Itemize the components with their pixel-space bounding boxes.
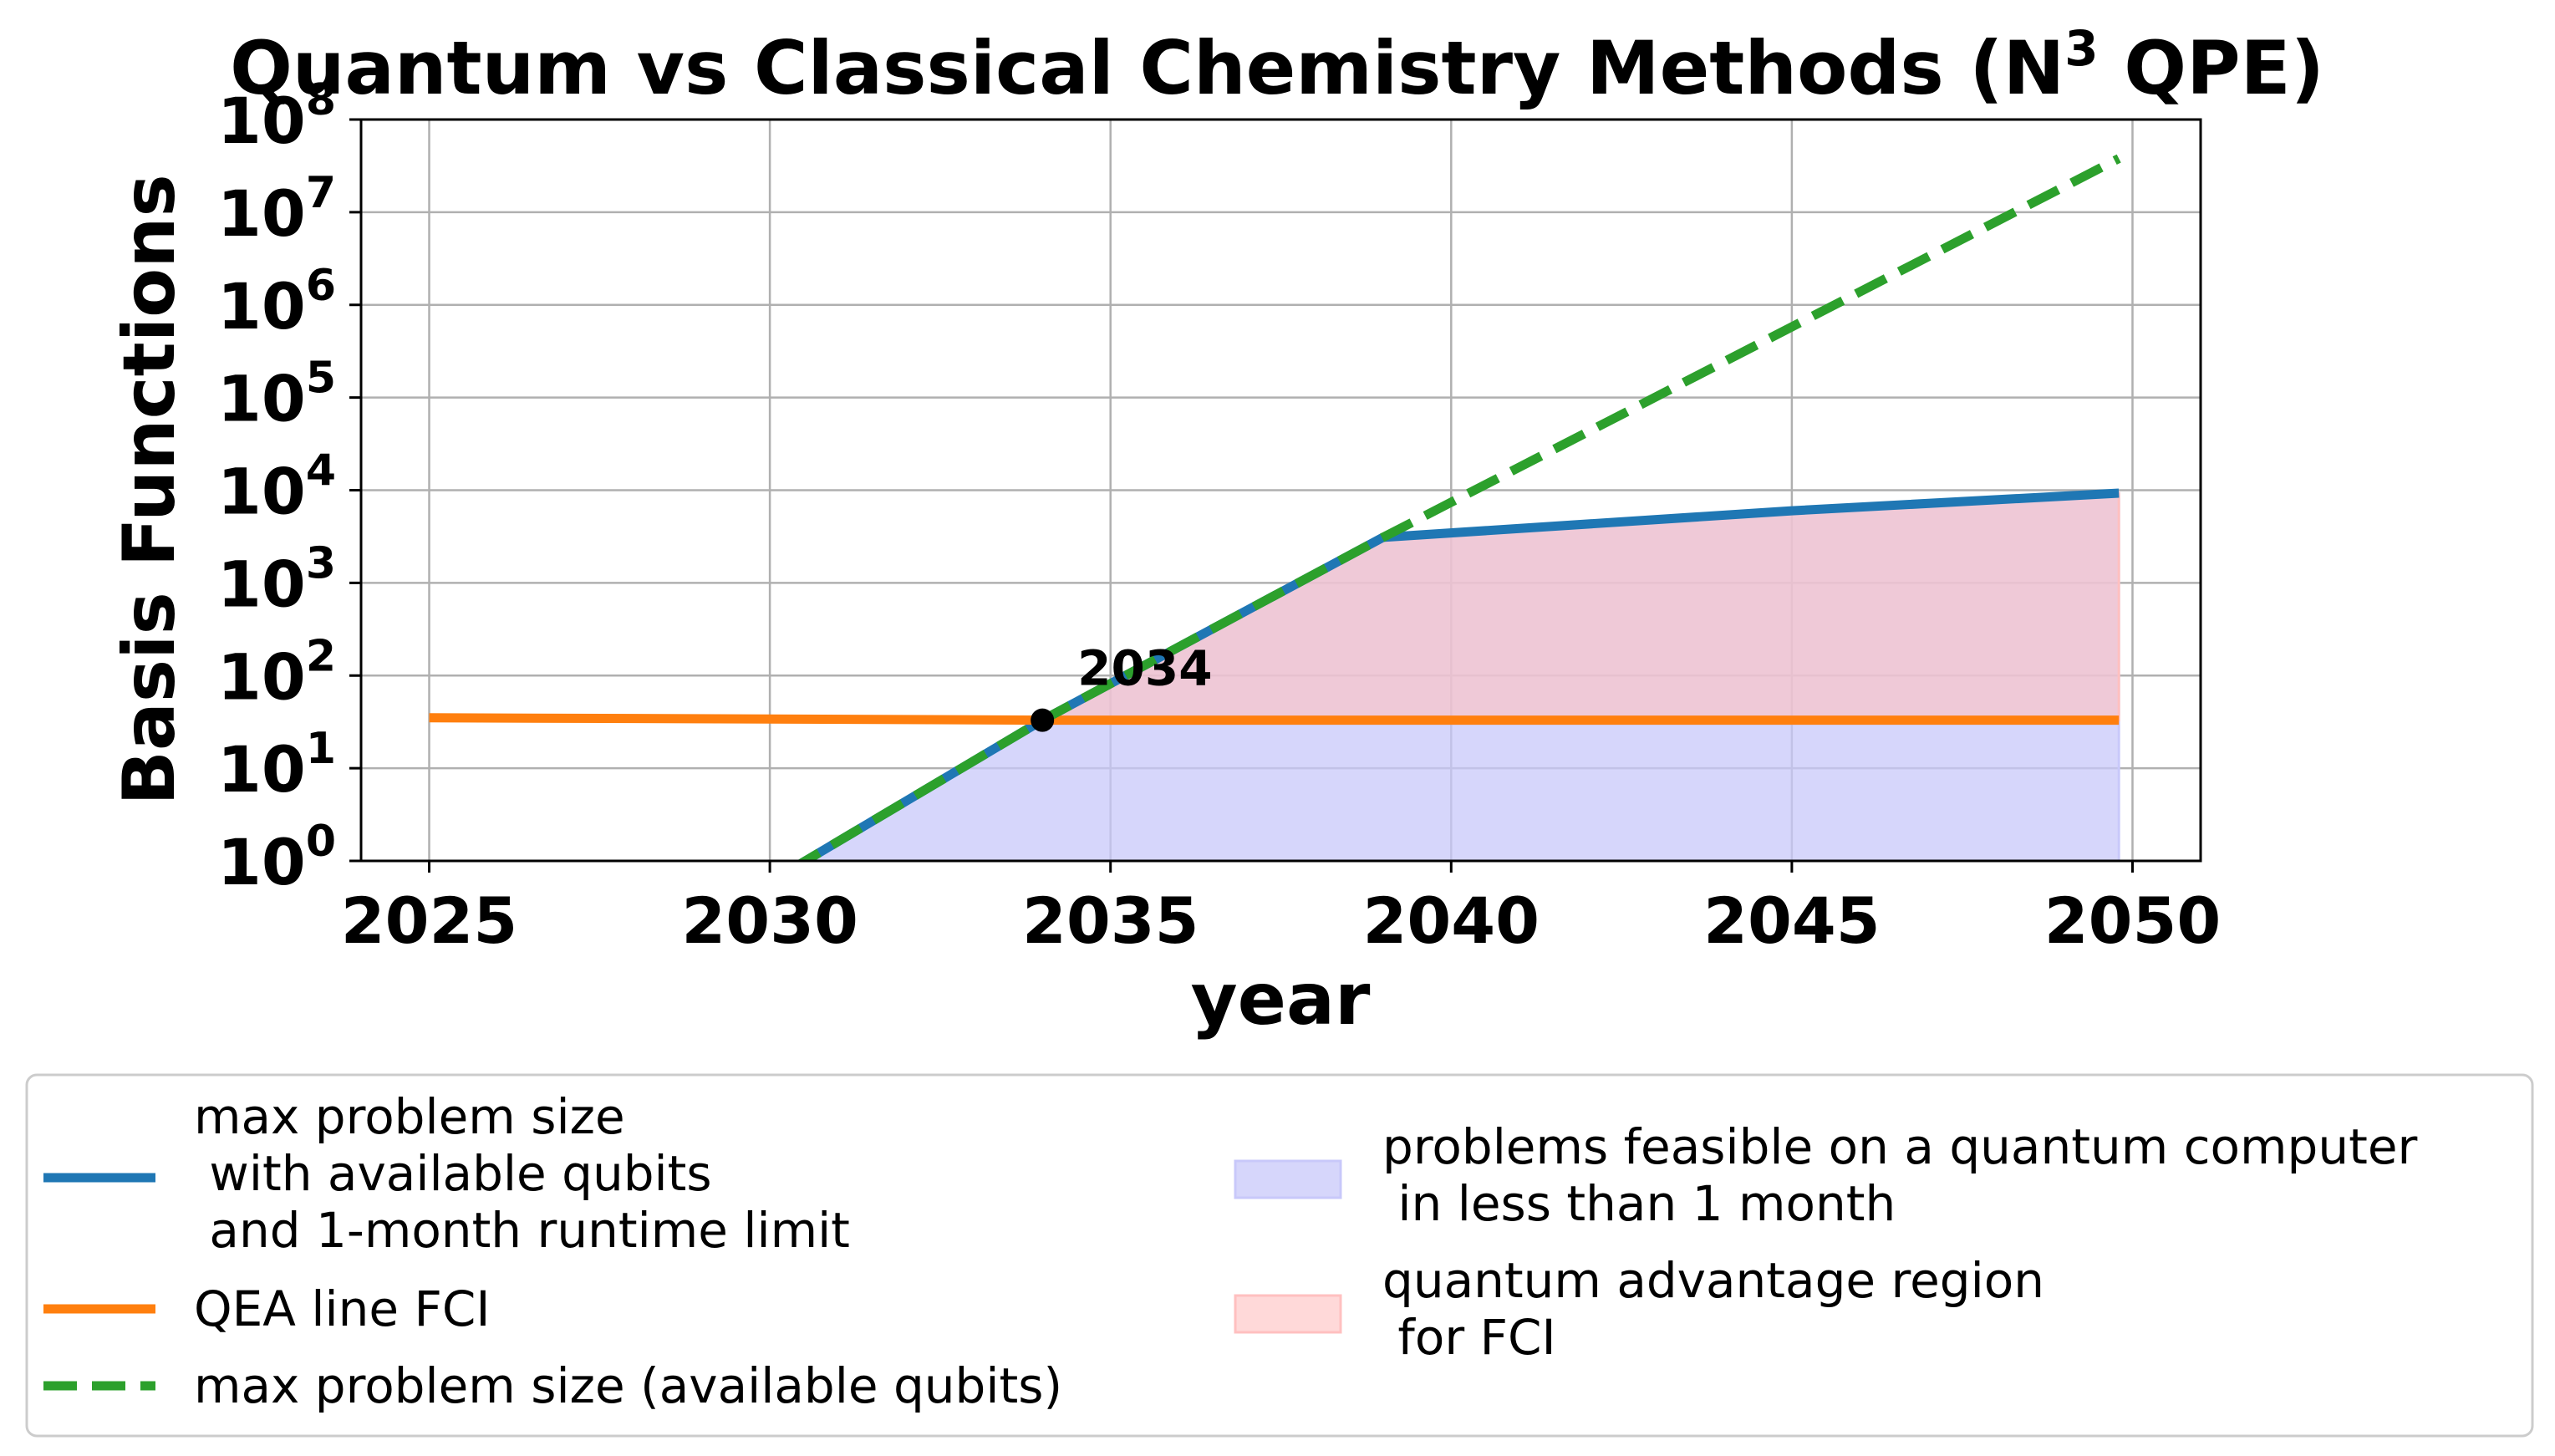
y-tick-label: 101: [217, 724, 336, 807]
x-axis-label: year: [1191, 958, 1371, 1041]
y-tick-label: 100: [217, 817, 336, 899]
y-tick-label: 108: [217, 75, 336, 158]
legend: max problem size with available qubits a…: [25, 1073, 2534, 1438]
legend-label-advantage: quantum advantage region for FCI: [1382, 1252, 2044, 1366]
qubit-limited-size-line: [796, 154, 2121, 861]
chart-title-suffix: QPE): [2099, 25, 2324, 111]
chart-title: Quantum vs Classical Chemistry Methods (…: [230, 20, 2324, 111]
series-lines: [429, 154, 2121, 861]
x-tick-label: 2025: [341, 883, 518, 958]
legend-swatch-patch: [1234, 1294, 1342, 1334]
x-tick-label: 2045: [1703, 883, 1881, 958]
legend-box: [25, 1073, 2534, 1438]
qea-fci-line: [429, 713, 2120, 725]
x-tick-label: 2040: [1363, 883, 1540, 958]
x-axis-ticks: 2025 2030 2035 2040 2045 2050: [341, 861, 2221, 958]
fill-regions: [789, 491, 2120, 861]
legend-label-qea-fci: QEA line FCI: [194, 1280, 491, 1337]
y-tick-label: 106: [217, 261, 336, 344]
y-tick-label: 107: [217, 168, 336, 251]
y-axis-ticks: 100 101 102 103 104 105 106 107 108: [217, 75, 361, 899]
y-tick-label: 105: [217, 354, 336, 436]
legend-label-qubit-limited: max problem size (available qubits): [194, 1357, 1062, 1414]
legend-swatch-patch: [1234, 1159, 1342, 1199]
x-tick-label: 2030: [681, 883, 858, 958]
crossover-point: [1031, 708, 1055, 732]
y-axis-label: Basis Functions: [108, 174, 191, 805]
y-tick-label: 104: [217, 446, 336, 529]
legend-label-feasible: problems feasible on a quantum computer …: [1382, 1118, 2418, 1232]
y-tick-label: 102: [217, 631, 336, 714]
annotation-markers: 2034: [1031, 640, 1213, 732]
y-tick-label: 103: [217, 538, 336, 621]
x-tick-label: 2035: [1022, 883, 1199, 958]
chart-title-superscript: 3: [2064, 20, 2098, 77]
legend-label-runtime-limited: max problem size with available qubits a…: [194, 1088, 850, 1259]
x-tick-label: 2050: [2044, 883, 2222, 958]
crossover-label: 2034: [1077, 640, 1212, 697]
